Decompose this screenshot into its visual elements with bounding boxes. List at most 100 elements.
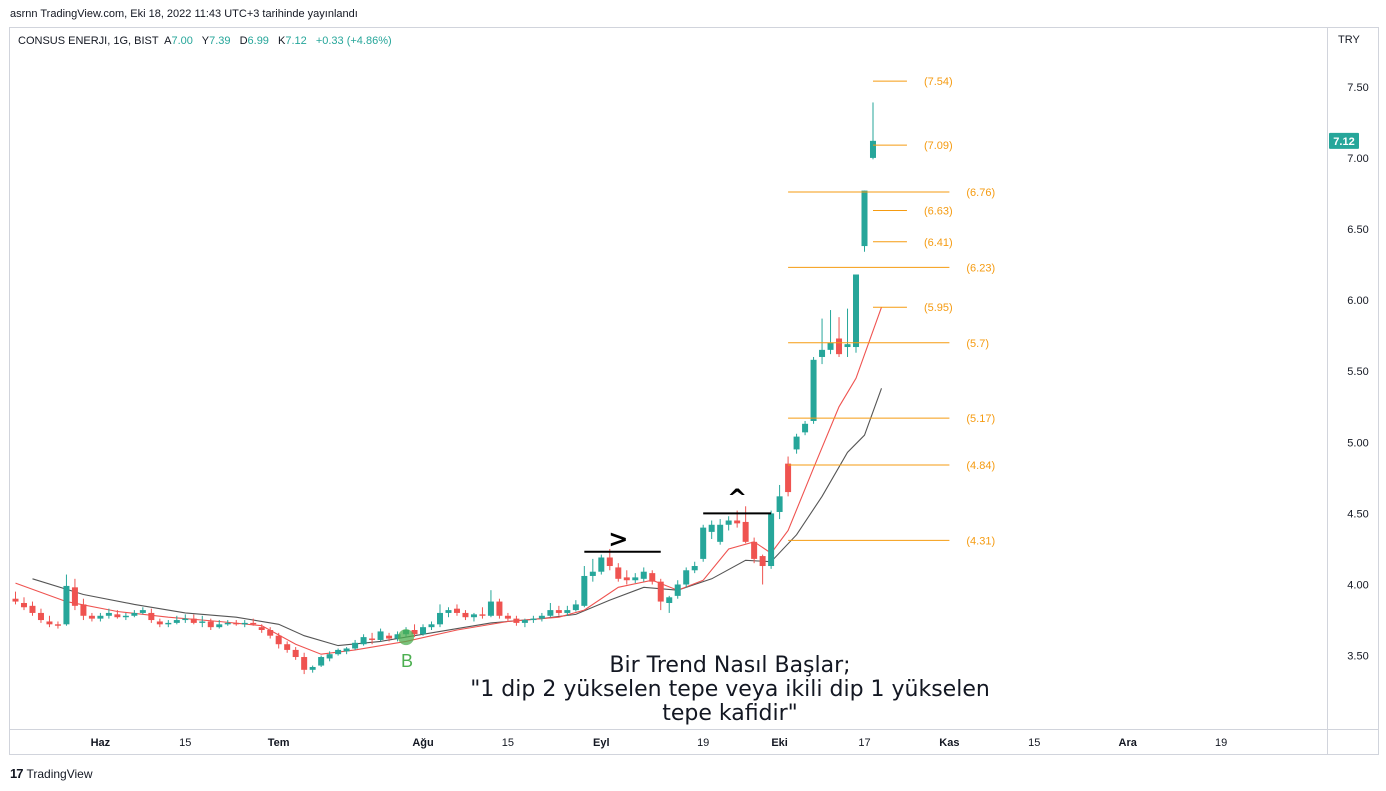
candle-body — [521, 620, 528, 623]
y-tick-label: 4.00 — [1347, 580, 1368, 592]
fib-level-label: (4.31) — [966, 535, 995, 547]
candle-body — [581, 575, 588, 606]
x-tick-label: Kas — [939, 737, 959, 749]
candle-body — [462, 612, 469, 618]
y-tick-label: 6.00 — [1347, 295, 1368, 307]
candle-body — [394, 634, 401, 639]
candle-body — [114, 614, 121, 618]
candle-body — [555, 610, 562, 613]
candle-body — [666, 597, 673, 603]
candle-body — [683, 570, 690, 585]
candle-body — [428, 624, 435, 628]
candle-body — [275, 635, 282, 645]
candle-body — [564, 610, 571, 613]
candle-body — [318, 657, 325, 666]
candle-body — [29, 605, 36, 613]
candle-body — [97, 615, 104, 619]
candle-body — [54, 624, 61, 626]
candle-body — [759, 556, 766, 567]
high-label: Y — [201, 35, 210, 47]
fib-level-label: (4.84) — [966, 460, 995, 472]
candle-body — [776, 496, 783, 512]
candle-body — [241, 622, 248, 625]
candle-body — [623, 577, 630, 581]
candle-body — [691, 566, 698, 571]
candle-body — [258, 627, 265, 631]
y-tick-label: 7.00 — [1347, 153, 1368, 165]
candle-body — [496, 601, 503, 616]
candle-body — [547, 610, 554, 616]
candle-body — [173, 620, 180, 623]
candle-body — [292, 649, 299, 658]
low-label: D — [239, 35, 248, 47]
symbol-name[interactable]: CONSUS ENERJI, 1G, BIST — [18, 35, 159, 47]
candle-body — [420, 627, 427, 635]
candle-body — [267, 630, 274, 636]
candle-body — [105, 612, 112, 616]
candle-body — [445, 610, 452, 613]
candle-body — [742, 521, 749, 542]
annotation-line-1: Bir Trend Nasıl Başlar; — [609, 653, 851, 678]
candle-body — [470, 614, 477, 618]
candle-body — [71, 587, 78, 606]
candle-body — [46, 621, 53, 625]
candle-body — [734, 520, 741, 524]
candle-body — [369, 638, 376, 640]
candle-body — [827, 342, 834, 350]
candle-body — [572, 604, 579, 611]
candle-body — [717, 524, 724, 542]
candle-body — [190, 618, 197, 623]
fib-level-label: (5.17) — [966, 413, 995, 425]
fib-level-label: (6.63) — [924, 206, 953, 218]
x-tick-label: Eki — [771, 737, 788, 749]
annotation-text: Bir Trend Nasıl Başlar; "1 dip 2 yüksele… — [430, 654, 1030, 726]
candle-body — [487, 601, 494, 616]
candle-body — [785, 463, 792, 493]
candle-body — [37, 612, 44, 621]
candle-body — [538, 615, 545, 619]
y-tick-label: 4.50 — [1347, 508, 1368, 520]
candle-body — [216, 624, 223, 628]
candle-body — [156, 621, 163, 625]
ema-slow-line — [32, 388, 883, 647]
candle-body — [810, 359, 817, 421]
candle-body — [386, 635, 393, 639]
candle-body — [802, 423, 809, 433]
x-tick-label: Eyl — [593, 737, 610, 749]
candle-body — [309, 666, 316, 670]
x-tick-label: Ara — [1119, 737, 1138, 749]
candle-body — [284, 644, 291, 650]
candle-body — [657, 581, 664, 602]
candle-body — [250, 622, 257, 625]
candle-body — [725, 520, 732, 525]
published-line: asrnn TradingView.com, Eki 18, 2022 11:4… — [10, 8, 358, 20]
candle-body — [530, 618, 537, 621]
y-tick-label: 3.50 — [1347, 651, 1368, 663]
candle-body — [793, 436, 800, 450]
footer-brand[interactable]: TradingView — [26, 766, 93, 781]
y-tick-label: 6.50 — [1347, 224, 1368, 236]
peak-marker: > — [608, 525, 628, 553]
x-tick-label: Tem — [268, 737, 290, 749]
candle-body — [335, 649, 342, 655]
fib-level-label: (7.09) — [924, 140, 953, 152]
fib-level-label: (5.95) — [924, 302, 953, 314]
candle-body — [836, 338, 843, 355]
candle-body — [301, 657, 308, 670]
ema-fast-line — [15, 307, 883, 655]
footer: 17 TradingView — [10, 766, 93, 781]
chart-frame[interactable] — [9, 27, 1379, 755]
annotation-line-3: tepe kafidir" — [662, 701, 798, 726]
symbol-legend: CONSUS ENERJI, 1G, BIST A7.00 Y7.39 D6.9… — [18, 35, 398, 47]
x-tick-label: 15 — [179, 737, 191, 749]
currency-label[interactable]: TRY — [1338, 34, 1360, 46]
candle-body — [649, 573, 656, 582]
peak-marker: ^ — [727, 484, 747, 512]
y-tick-label: 7.50 — [1347, 82, 1368, 94]
current-price-label: 7.12 — [1333, 136, 1354, 148]
candle-body — [80, 604, 87, 616]
tradingview-logo-icon[interactable]: 17 — [10, 766, 24, 781]
candle-body — [233, 622, 240, 625]
candle-body — [122, 615, 129, 618]
